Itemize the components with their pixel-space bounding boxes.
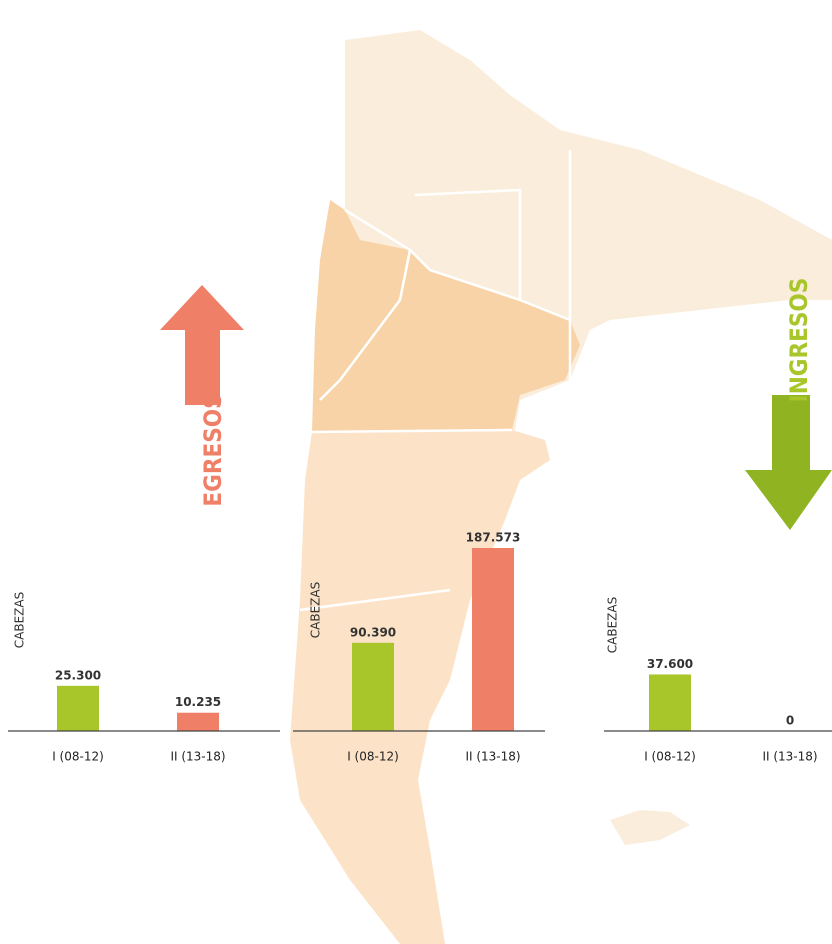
category-label: II (13-18)	[762, 750, 817, 764]
value-label: 10.235	[175, 695, 221, 709]
category-label: II (13-18)	[170, 750, 225, 764]
value-label: 187.573	[466, 531, 521, 545]
category-label: I (08-12)	[52, 750, 104, 764]
bar	[649, 674, 691, 731]
value-label: 25.300	[55, 668, 101, 682]
bar	[472, 548, 514, 731]
category-label: II (13-18)	[465, 750, 520, 764]
value-label: 37.600	[647, 657, 693, 671]
egresos-label: EGRESOS	[199, 393, 227, 506]
category-label: I (08-12)	[347, 750, 399, 764]
value-label: 90.390	[350, 625, 396, 639]
bar	[57, 685, 99, 731]
ingresos-label: INGRESOS	[785, 278, 813, 403]
y-axis-label: CABEZAS	[309, 582, 323, 638]
bar	[352, 642, 394, 731]
category-label: I (08-12)	[644, 750, 696, 764]
ingresos-arrow: INGRESOS	[745, 278, 832, 530]
map	[290, 30, 832, 944]
y-axis-label: CABEZAS	[606, 597, 620, 653]
bar	[177, 712, 219, 731]
y-axis-label: CABEZAS	[13, 592, 27, 648]
value-label: 0	[786, 714, 794, 728]
egresos-arrow: EGRESOS	[160, 285, 244, 507]
